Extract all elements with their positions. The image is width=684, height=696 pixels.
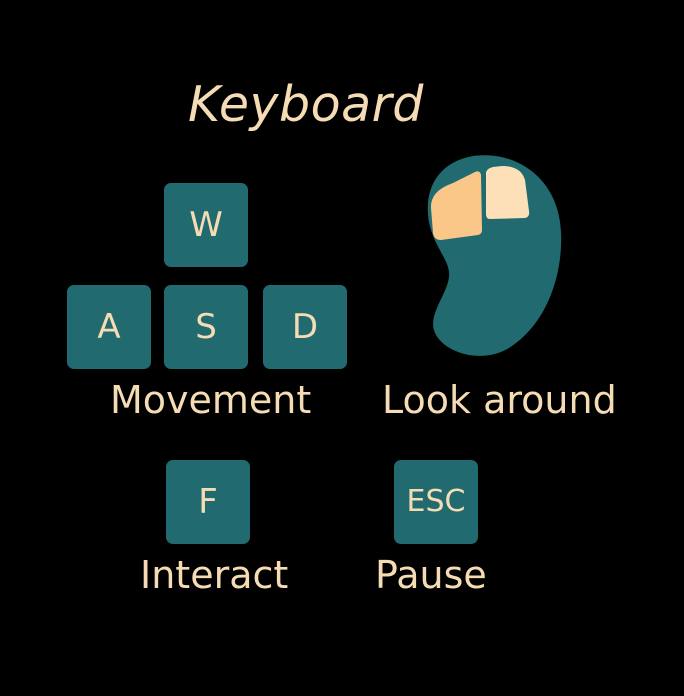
mouse-right-button: [486, 166, 530, 219]
mouse-left-button: [430, 171, 482, 240]
mouse-icon: [427, 155, 562, 356]
keyboard-title: Keyboard: [188, 76, 424, 133]
d-key: D: [263, 285, 347, 369]
f-key: F: [166, 460, 250, 544]
esc-key: ESC: [394, 460, 478, 544]
interact-label: Interact: [140, 553, 289, 597]
pause-label: Pause: [375, 553, 487, 597]
look-around-label: Look around: [382, 378, 617, 422]
a-key: A: [67, 285, 151, 369]
s-key: S: [164, 285, 248, 369]
w-key: W: [164, 183, 248, 267]
movement-label: Movement: [110, 378, 312, 422]
